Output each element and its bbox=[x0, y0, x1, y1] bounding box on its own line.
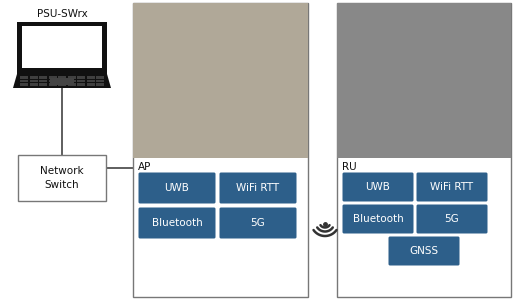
Bar bbox=[48, 80, 57, 82]
Bar bbox=[58, 80, 66, 82]
Text: GNSS: GNSS bbox=[410, 246, 438, 256]
FancyBboxPatch shape bbox=[138, 172, 215, 203]
Bar bbox=[96, 80, 104, 82]
FancyBboxPatch shape bbox=[416, 172, 487, 202]
FancyBboxPatch shape bbox=[138, 208, 215, 239]
Bar bbox=[18, 155, 106, 201]
FancyBboxPatch shape bbox=[219, 208, 297, 239]
FancyBboxPatch shape bbox=[416, 205, 487, 233]
Bar bbox=[67, 83, 76, 86]
Bar bbox=[58, 83, 66, 86]
Bar bbox=[29, 80, 38, 82]
Text: WiFi RTT: WiFi RTT bbox=[430, 182, 473, 192]
Text: UWB: UWB bbox=[365, 182, 391, 192]
FancyBboxPatch shape bbox=[342, 172, 413, 202]
Text: UWB: UWB bbox=[164, 183, 190, 193]
Bar bbox=[29, 76, 38, 79]
Bar bbox=[58, 76, 66, 79]
Text: 5G: 5G bbox=[251, 218, 265, 228]
Bar bbox=[337, 3, 511, 158]
Text: PSU-SWrx: PSU-SWrx bbox=[36, 9, 87, 19]
Bar bbox=[22, 26, 102, 68]
Text: Network
Switch: Network Switch bbox=[40, 167, 84, 190]
Polygon shape bbox=[13, 74, 111, 88]
Bar bbox=[86, 83, 95, 86]
Text: Bluetooth: Bluetooth bbox=[353, 214, 403, 224]
Text: 5G: 5G bbox=[445, 214, 460, 224]
Bar bbox=[20, 83, 28, 86]
Bar bbox=[77, 83, 85, 86]
Bar bbox=[67, 76, 76, 79]
Bar bbox=[39, 80, 47, 82]
Bar bbox=[77, 76, 85, 79]
Bar bbox=[96, 76, 104, 79]
Bar bbox=[77, 80, 85, 82]
FancyBboxPatch shape bbox=[219, 172, 297, 203]
Text: RU: RU bbox=[342, 162, 357, 172]
Bar bbox=[39, 76, 47, 79]
FancyBboxPatch shape bbox=[342, 205, 413, 233]
Bar bbox=[20, 80, 28, 82]
Bar bbox=[48, 83, 57, 86]
Bar bbox=[48, 76, 57, 79]
FancyBboxPatch shape bbox=[389, 236, 460, 266]
Bar bbox=[337, 3, 511, 297]
Bar bbox=[96, 83, 104, 86]
Text: Bluetooth: Bluetooth bbox=[152, 218, 203, 228]
Bar bbox=[17, 22, 107, 74]
Text: WiFi RTT: WiFi RTT bbox=[236, 183, 280, 193]
Bar bbox=[133, 3, 308, 297]
Bar bbox=[86, 80, 95, 82]
Text: AP: AP bbox=[138, 162, 152, 172]
Bar bbox=[20, 76, 28, 79]
Bar bbox=[50, 78, 74, 85]
Bar bbox=[29, 83, 38, 86]
Bar bbox=[133, 3, 308, 158]
Bar bbox=[39, 83, 47, 86]
Bar bbox=[86, 76, 95, 79]
Bar bbox=[67, 80, 76, 82]
